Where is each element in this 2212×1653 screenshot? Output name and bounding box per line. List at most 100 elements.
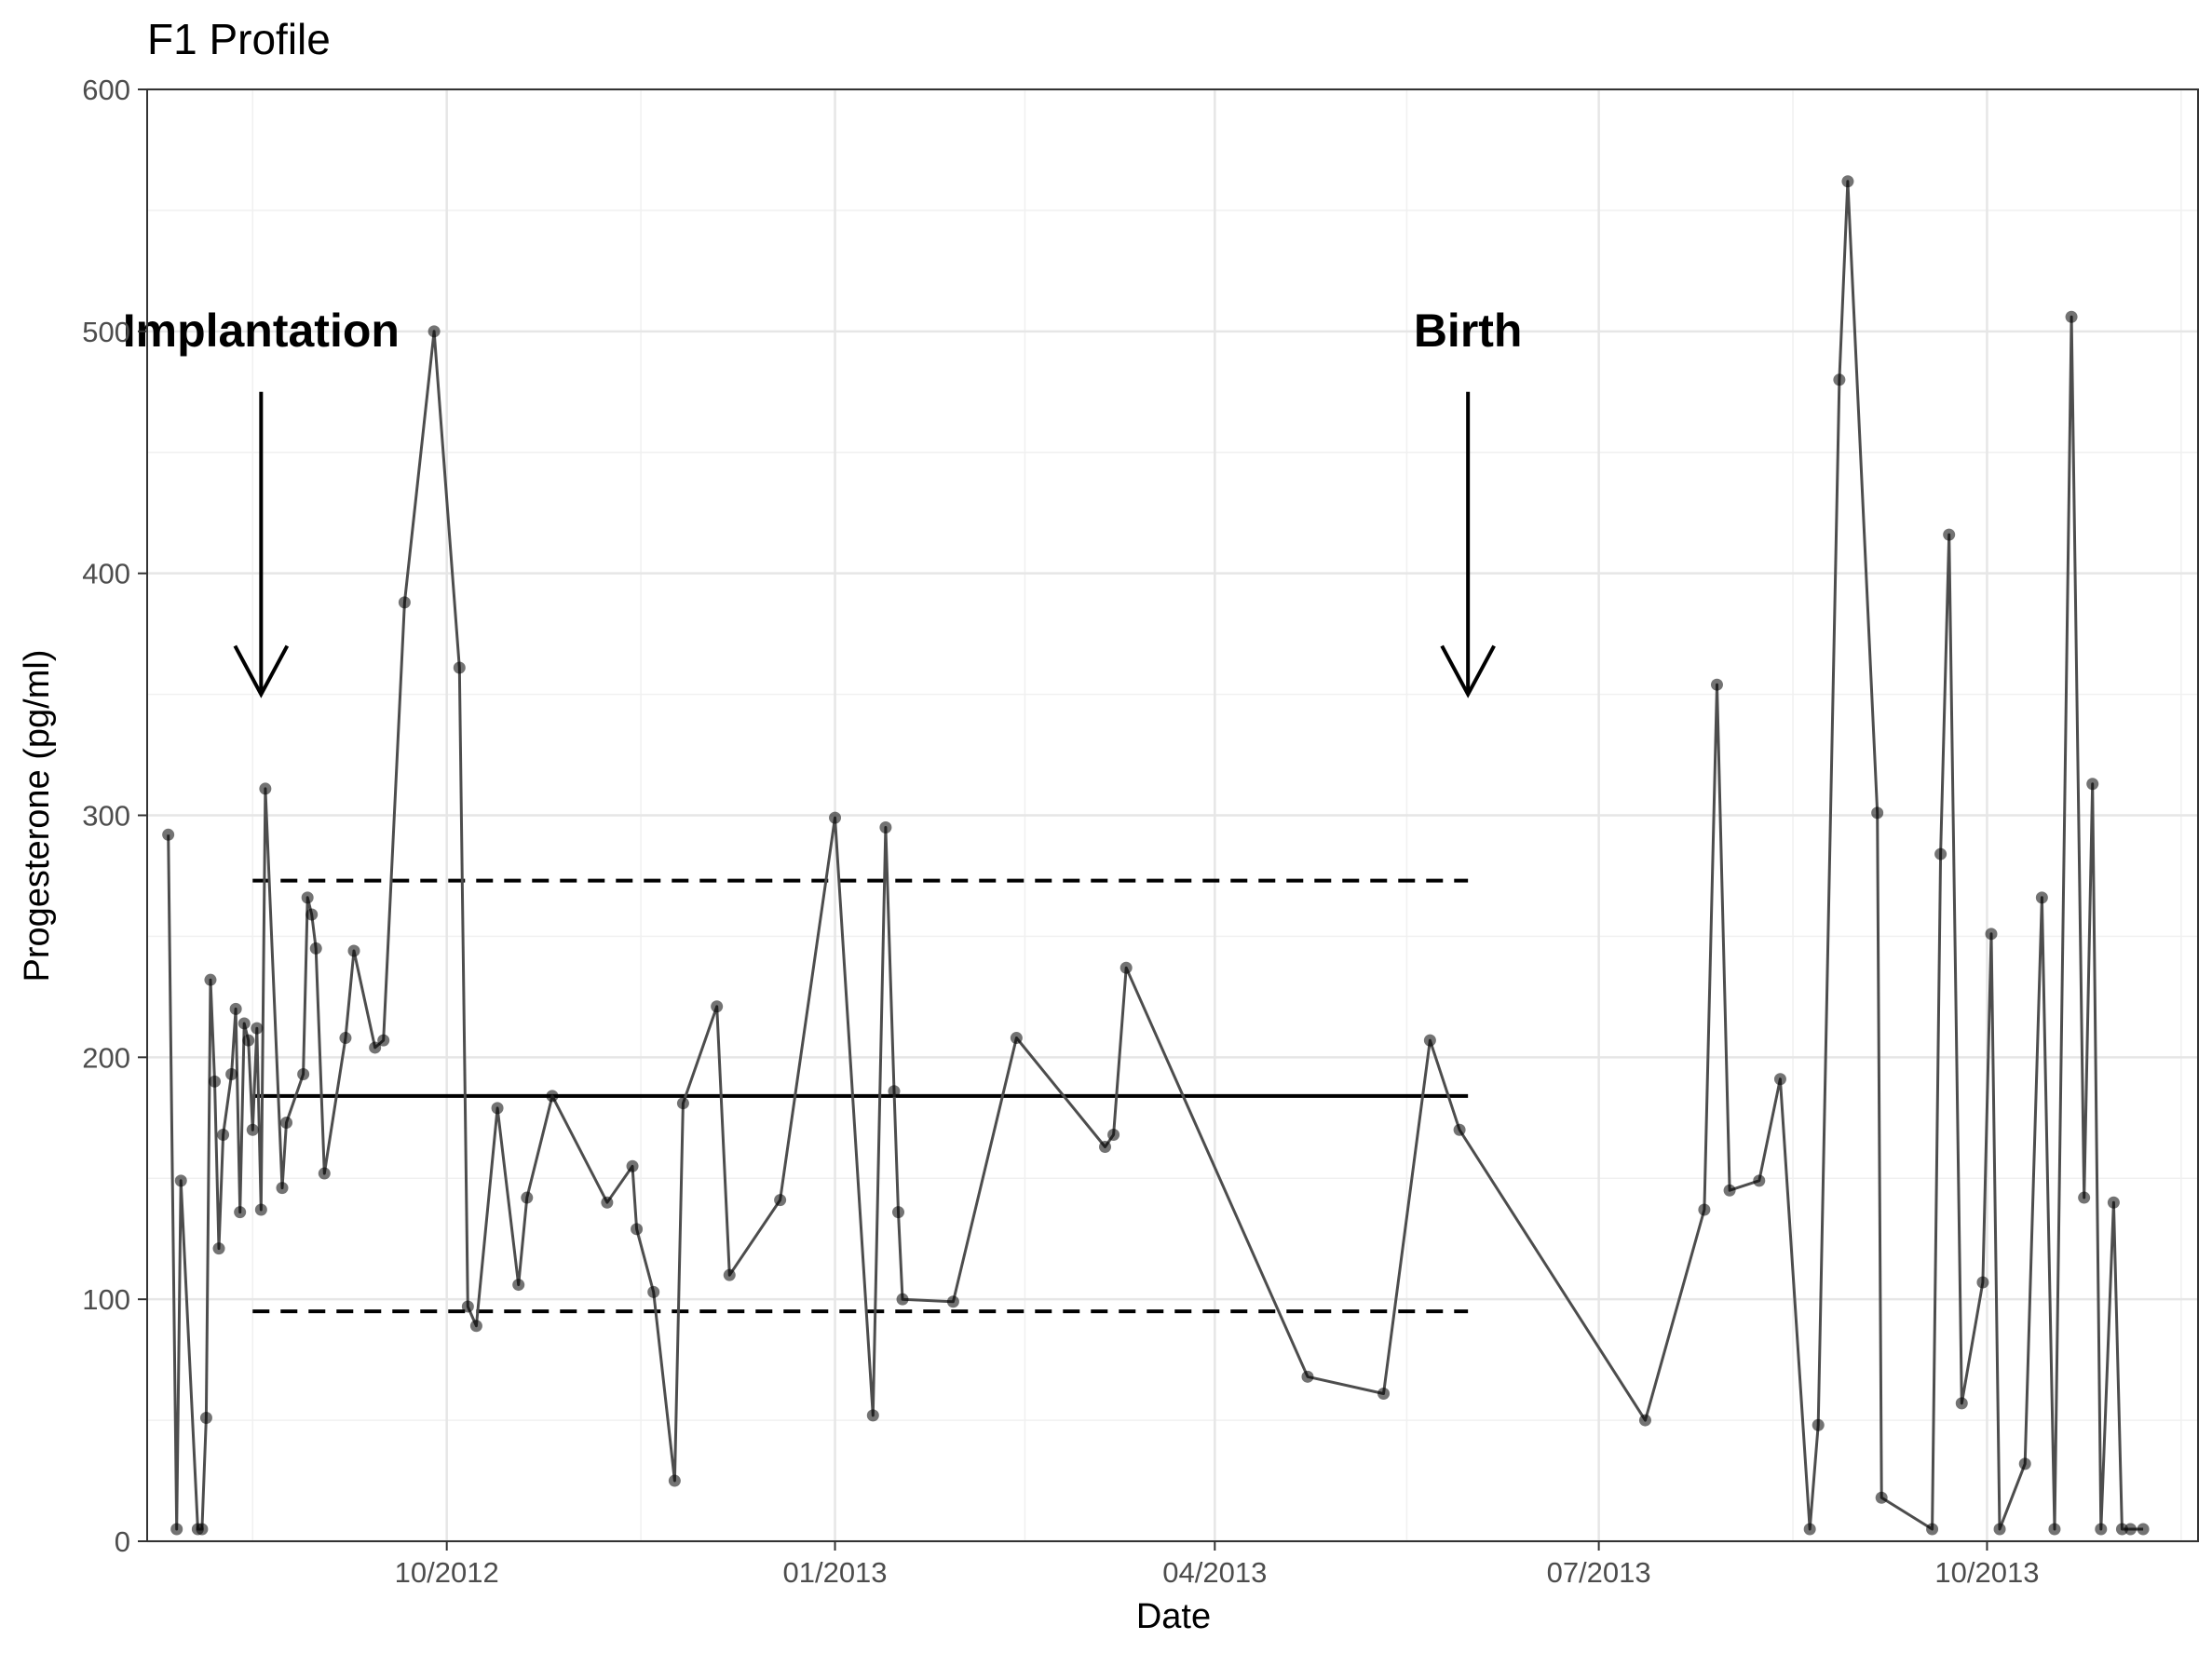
data-point <box>246 1123 259 1136</box>
data-point <box>170 1523 183 1536</box>
data-point <box>1423 1034 1436 1047</box>
y-tick-label: 400 <box>82 558 130 590</box>
data-point <box>1985 928 1998 941</box>
data-point <box>1120 961 1133 974</box>
data-point <box>2078 1191 2091 1204</box>
data-point <box>234 1206 247 1219</box>
data-point <box>1698 1203 1711 1216</box>
y-tick-label: 0 <box>115 1525 130 1558</box>
data-point <box>453 661 466 674</box>
y-tick-label: 100 <box>82 1283 130 1316</box>
data-point <box>601 1196 614 1209</box>
data-point <box>301 891 314 904</box>
data-point <box>377 1034 390 1047</box>
data-point <box>896 1293 909 1306</box>
data-point <box>546 1090 559 1103</box>
y-tick-label: 200 <box>82 1041 130 1074</box>
data-point <box>512 1279 525 1292</box>
data-point <box>217 1128 230 1141</box>
annotation-arrow-head <box>233 644 290 698</box>
data-point <box>1841 175 1854 188</box>
data-point <box>1875 1491 1888 1504</box>
data-point <box>2086 778 2099 791</box>
data-point <box>1871 806 1884 820</box>
x-axis-title: Date <box>1136 1597 1211 1636</box>
x-tick-label: 10/2012 <box>395 1556 499 1589</box>
data-point <box>879 820 892 833</box>
data-point <box>1993 1523 2006 1536</box>
data-point <box>242 1034 255 1047</box>
data-point <box>774 1194 787 1207</box>
data-point <box>626 1159 639 1172</box>
data-point <box>212 1242 225 1255</box>
x-axis: 10/2012 01/2013 04/2013 07/2013 10/2013 <box>395 1541 2039 1589</box>
grid-lines <box>147 88 2198 1543</box>
data-point <box>199 1411 212 1424</box>
data-point <box>631 1223 644 1236</box>
data-point <box>297 1068 310 1081</box>
y-axis-title: Progesterone (pg/ml) <box>18 650 57 982</box>
data-point <box>1803 1523 1816 1536</box>
data-point <box>1833 373 1846 386</box>
data-point <box>1943 528 1956 541</box>
data-point <box>469 1320 482 1333</box>
data-point <box>339 1032 352 1045</box>
data-point <box>1010 1032 1023 1045</box>
data-point <box>891 1206 904 1219</box>
data-point <box>2124 1523 2137 1536</box>
data-point <box>318 1167 331 1180</box>
data-point <box>229 1002 242 1015</box>
data-point <box>196 1523 209 1536</box>
data-point <box>2035 891 2048 904</box>
data-point <box>1301 1370 1314 1383</box>
y-axis: 0 100 200 300 400 500 600 <box>82 74 147 1558</box>
data-point <box>888 1085 901 1098</box>
data-point <box>276 1182 289 1195</box>
data-point <box>254 1203 267 1216</box>
data-point <box>251 1022 264 1035</box>
data-point <box>1377 1388 1391 1401</box>
x-tick-label: 04/2013 <box>1162 1556 1267 1589</box>
data-point <box>280 1116 293 1129</box>
data-point <box>174 1174 187 1187</box>
data-point <box>2115 1523 2128 1536</box>
data-point <box>427 325 441 338</box>
data-point <box>1753 1174 1766 1187</box>
data-point <box>347 944 360 957</box>
data-point <box>2065 310 2078 323</box>
data-point <box>1955 1397 1968 1410</box>
data-point <box>2048 1523 2061 1536</box>
data-point <box>1710 678 1723 691</box>
data-point <box>2095 1523 2108 1536</box>
x-tick-label: 10/2013 <box>1934 1556 2039 1589</box>
data-point <box>723 1268 736 1281</box>
data-point <box>676 1097 689 1110</box>
data-point <box>647 1285 660 1298</box>
annotations: Implantation Birth <box>123 305 1523 698</box>
data-point <box>668 1474 681 1487</box>
data-point <box>225 1068 238 1081</box>
data-point <box>1812 1418 1825 1431</box>
data-point <box>1099 1140 1112 1153</box>
data-point <box>1723 1184 1736 1197</box>
data-point <box>1107 1128 1120 1141</box>
data-series <box>162 175 2150 1536</box>
chart-title: F1 Profile <box>147 15 331 63</box>
y-tick-label: 600 <box>82 74 130 106</box>
data-point <box>1638 1414 1651 1427</box>
data-point <box>309 942 322 955</box>
data-point <box>1453 1123 1466 1136</box>
y-tick-label: 300 <box>82 800 130 833</box>
data-point <box>1773 1073 1786 1086</box>
annotation-label: Implantation <box>123 305 400 357</box>
data-point <box>1976 1276 1989 1289</box>
data-point <box>2137 1523 2150 1536</box>
annotation-label: Birth <box>1414 305 1523 357</box>
data-point <box>461 1300 474 1313</box>
data-point <box>711 1000 724 1013</box>
x-tick-label: 07/2013 <box>1547 1556 1651 1589</box>
data-point <box>162 828 175 841</box>
data-point <box>2107 1196 2120 1209</box>
data-point <box>1926 1523 1939 1536</box>
